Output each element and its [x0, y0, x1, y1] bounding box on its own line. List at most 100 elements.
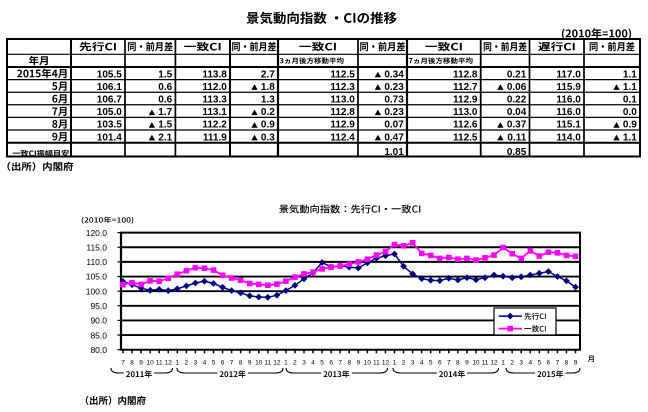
svg-text:112.3: 112.3: [330, 82, 355, 93]
svg-text:1.7: 1.7: [158, 107, 172, 118]
svg-text:7: 7: [447, 360, 451, 367]
svg-text:113.1: 113.1: [202, 107, 227, 118]
svg-text:10: 10: [364, 360, 372, 367]
svg-text:9: 9: [248, 360, 252, 367]
svg-text:106.7: 106.7: [97, 95, 122, 106]
svg-text:10: 10: [147, 360, 155, 367]
svg-text:3: 3: [519, 360, 523, 367]
svg-text:0.85: 0.85: [507, 147, 527, 158]
svg-text:12: 12: [273, 360, 281, 367]
svg-text:11: 11: [264, 360, 271, 367]
svg-text:105.0: 105.0: [97, 107, 122, 118]
svg-text:112.2: 112.2: [202, 120, 227, 131]
svg-text:112.7: 112.7: [453, 82, 478, 93]
svg-text:0.0: 0.0: [623, 107, 637, 118]
svg-text:114.0: 114.0: [556, 132, 581, 143]
svg-text:1: 1: [175, 360, 179, 367]
svg-text:112.9: 112.9: [330, 120, 355, 131]
svg-text:105.0: 105.0: [86, 272, 108, 282]
svg-text:3: 3: [302, 360, 306, 367]
svg-text:8: 8: [347, 360, 351, 367]
svg-text:85.0: 85.0: [90, 330, 107, 340]
svg-text:0.9: 0.9: [261, 120, 275, 131]
svg-text:113.3: 113.3: [202, 95, 227, 106]
svg-text:0.23: 0.23: [384, 107, 404, 118]
svg-text:95.0: 95.0: [90, 301, 107, 311]
svg-text:7: 7: [556, 360, 560, 367]
svg-text:1.8: 1.8: [261, 82, 275, 93]
svg-text:0.23: 0.23: [384, 82, 404, 93]
svg-text:0.9: 0.9: [623, 120, 637, 131]
svg-text:115.1: 115.1: [556, 120, 581, 131]
svg-text:11: 11: [156, 360, 163, 367]
svg-text:9: 9: [139, 360, 143, 367]
svg-text:115.0: 115.0: [86, 242, 107, 252]
svg-text:6: 6: [438, 360, 442, 367]
svg-text:3: 3: [194, 360, 198, 367]
svg-text:0.47: 0.47: [384, 132, 404, 143]
svg-text:11: 11: [482, 360, 489, 367]
svg-text:112.5: 112.5: [453, 132, 478, 143]
svg-text:1: 1: [501, 360, 505, 367]
svg-text:4: 4: [311, 360, 315, 367]
svg-text:7: 7: [230, 360, 234, 367]
svg-text:12: 12: [382, 360, 390, 367]
svg-text:113.8: 113.8: [202, 69, 227, 80]
svg-text:2: 2: [510, 360, 514, 367]
svg-text:0.6: 0.6: [158, 82, 172, 93]
svg-text:101.4: 101.4: [97, 132, 122, 143]
svg-text:2.7: 2.7: [261, 69, 275, 80]
svg-text:4: 4: [203, 360, 207, 367]
svg-text:6: 6: [329, 360, 333, 367]
svg-text:0.2: 0.2: [261, 107, 275, 118]
svg-text:1: 1: [393, 360, 397, 367]
svg-text:5: 5: [429, 360, 433, 367]
svg-text:116.0: 116.0: [556, 95, 581, 106]
svg-text:105.5: 105.5: [97, 69, 122, 80]
svg-text:100.0: 100.0: [86, 286, 108, 296]
svg-text:5: 5: [320, 360, 324, 367]
svg-text:0.06: 0.06: [507, 82, 527, 93]
svg-text:6: 6: [221, 360, 225, 367]
svg-text:4: 4: [420, 360, 424, 367]
svg-text:111.9: 111.9: [203, 132, 227, 143]
svg-text:1.1: 1.1: [623, 82, 637, 93]
svg-text:80.0: 80.0: [90, 345, 107, 355]
svg-text:2: 2: [185, 360, 189, 367]
svg-text:112.8: 112.8: [453, 69, 478, 80]
svg-text:112.0: 112.0: [202, 82, 227, 93]
svg-text:0.07: 0.07: [384, 120, 404, 131]
svg-text:2.1: 2.1: [158, 132, 172, 143]
svg-text:9: 9: [356, 360, 360, 367]
svg-text:0.04: 0.04: [507, 107, 527, 118]
svg-text:112.5: 112.5: [330, 69, 355, 80]
svg-text:12: 12: [490, 360, 498, 367]
svg-text:2: 2: [402, 360, 406, 367]
svg-text:9: 9: [465, 360, 469, 367]
svg-text:1.1: 1.1: [623, 69, 637, 80]
svg-text:120.0: 120.0: [86, 228, 108, 238]
svg-text:3: 3: [411, 360, 415, 367]
svg-text:1.1: 1.1: [623, 132, 637, 143]
svg-text:6: 6: [547, 360, 551, 367]
svg-text:0.21: 0.21: [507, 69, 527, 80]
svg-text:0.34: 0.34: [384, 69, 404, 80]
svg-text:7: 7: [338, 360, 342, 367]
svg-text:113.0: 113.0: [330, 95, 355, 106]
svg-text:10: 10: [255, 360, 263, 367]
svg-text:1: 1: [284, 360, 288, 367]
svg-text:7: 7: [121, 360, 125, 367]
svg-text:10: 10: [472, 360, 480, 367]
svg-text:1.5: 1.5: [158, 120, 172, 131]
svg-text:5: 5: [537, 360, 541, 367]
svg-text:5: 5: [212, 360, 216, 367]
svg-text:112.8: 112.8: [330, 107, 355, 118]
svg-text:1.01: 1.01: [384, 147, 404, 158]
svg-text:8: 8: [239, 360, 243, 367]
svg-text:112.4: 112.4: [330, 132, 355, 143]
svg-text:116.0: 116.0: [556, 107, 581, 118]
svg-text:8: 8: [130, 360, 134, 367]
svg-text:0.6: 0.6: [158, 95, 172, 106]
svg-text:103.5: 103.5: [97, 120, 122, 131]
svg-text:4: 4: [528, 360, 532, 367]
